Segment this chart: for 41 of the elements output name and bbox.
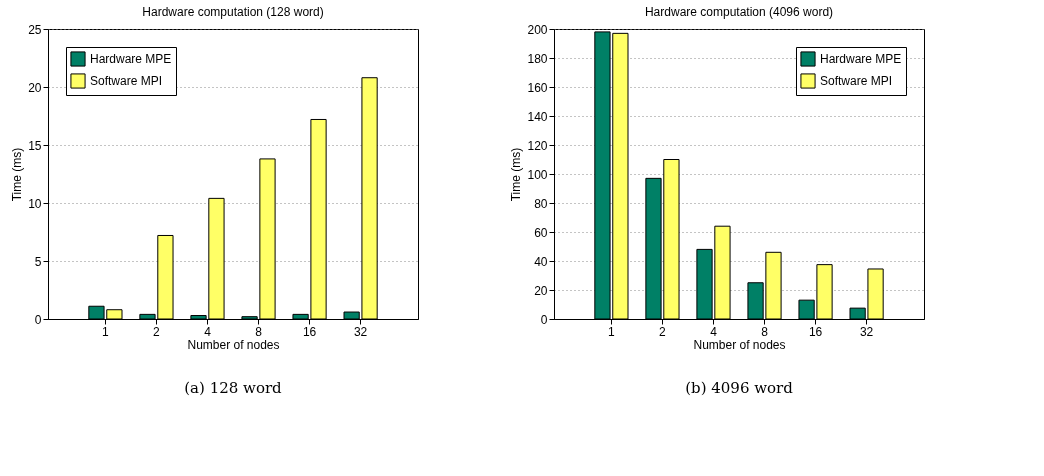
y-tick-label: 180: [527, 51, 548, 66]
y-tick-label: 60: [534, 225, 548, 240]
y-tick-label: 0: [540, 312, 548, 327]
x-axis-title: Number of nodes: [187, 337, 280, 352]
y-tick-label: 80: [534, 196, 548, 211]
y-tick-label: 140: [527, 109, 548, 124]
x-tick-label: 1: [608, 324, 616, 339]
legend-label: Hardware MPE: [90, 52, 172, 66]
y-axis-title: Time (ms): [509, 147, 524, 202]
x-tick-label: 4: [710, 324, 718, 339]
y-tick-label: 20: [534, 283, 548, 298]
y-tick-label: 120: [527, 138, 548, 153]
text: (b) 4096 word: [685, 379, 794, 397]
y-tick-label: 40: [534, 254, 548, 269]
x-tick-label: 4: [204, 324, 212, 339]
y-tick-label: 200: [527, 22, 548, 37]
x-tick-label: 16: [808, 324, 823, 339]
y-tick-label: 20: [28, 80, 42, 95]
x-tick-label: 2: [153, 324, 161, 339]
y-tick-label: 5: [34, 254, 42, 269]
x-axis-title: Number of nodes: [693, 337, 786, 352]
legend-label: Software MPI: [90, 74, 163, 88]
legend-label: Hardware MPE: [820, 52, 902, 66]
y-tick-label: 25: [28, 22, 42, 37]
y-tick-label: 0: [34, 312, 42, 327]
x-tick-label: 8: [255, 324, 263, 339]
x-tick-label: 8: [761, 324, 769, 339]
legend-label: Software MPI: [820, 74, 893, 88]
chart-title: Hardware computation (4096 word): [644, 5, 834, 19]
x-tick-label: 32: [353, 324, 368, 339]
y-tick-label: 100: [527, 167, 548, 182]
y-tick-label: 15: [28, 138, 42, 153]
y-axis-title: Time (ms): [10, 147, 25, 202]
x-tick-label: 1: [102, 324, 110, 339]
text: (a) 128 word: [184, 379, 283, 397]
x-tick-label: 2: [659, 324, 667, 339]
x-tick-label: 32: [859, 324, 874, 339]
y-tick-label: 10: [28, 196, 42, 211]
chart-title: Hardware computation (128 word): [142, 5, 324, 19]
y-tick-label: 160: [527, 80, 548, 95]
x-tick-label: 16: [302, 324, 317, 339]
